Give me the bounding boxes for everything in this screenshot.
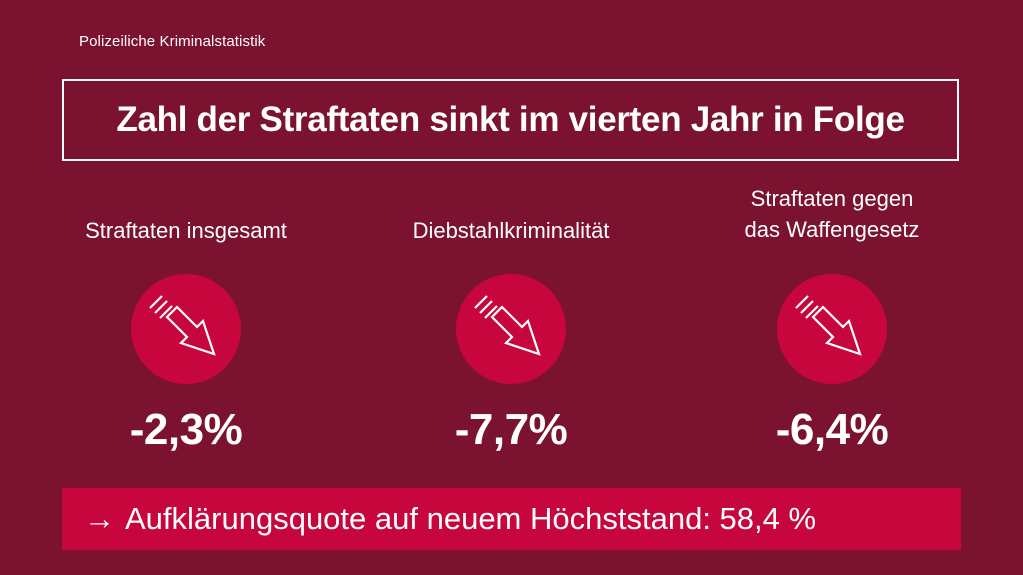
- stat-value: -6,4%: [775, 405, 889, 454]
- clearance-rate-banner: → Aufklärungsquote auf neuem Höchststand…: [62, 488, 961, 550]
- stat-icon-circle: [131, 274, 241, 384]
- stat-label-line: das Waffengesetz: [744, 217, 920, 242]
- stat-label: Straftaten insgesamt: [26, 215, 346, 246]
- stat-label: Diebstahlkriminalität: [351, 215, 671, 246]
- stat-value: -7,7%: [454, 405, 568, 454]
- banner-text: Aufklärungsquote auf neuem Höchststand: …: [125, 501, 817, 536]
- stat-icon-circle: [777, 274, 887, 384]
- stat-value: -2,3%: [129, 405, 243, 454]
- arrow-down-right-icon: [474, 295, 541, 356]
- stat-column-theft: Diebstahlkriminalität -7,7%: [351, 0, 671, 480]
- stat-label-line: Straftaten gegen: [750, 186, 914, 211]
- stat-column-total: Straftaten insgesamt -2,3%: [26, 0, 346, 480]
- headline-box: Zahl der Straftaten sinkt im vierten Jah…: [62, 79, 959, 161]
- stat-icon-circle: [456, 274, 566, 384]
- arrow-down-right-icon: [795, 295, 862, 356]
- stat-column-weapons: Straftaten gegen das Waffengesetz -6,4%: [672, 0, 992, 480]
- stat-label-line: Diebstahlkriminalität: [412, 218, 610, 243]
- brand-label: Polizeiliche Kriminalstatistik: [79, 33, 266, 50]
- stat-label: Straftaten gegen das Waffengesetz: [672, 183, 992, 245]
- arrow-down-right-icon: [149, 295, 216, 356]
- headline: Zahl der Straftaten sinkt im vierten Jah…: [116, 100, 905, 139]
- stat-label-line: Straftaten insgesamt: [85, 218, 287, 243]
- arrow-right-icon: →: [84, 501, 115, 536]
